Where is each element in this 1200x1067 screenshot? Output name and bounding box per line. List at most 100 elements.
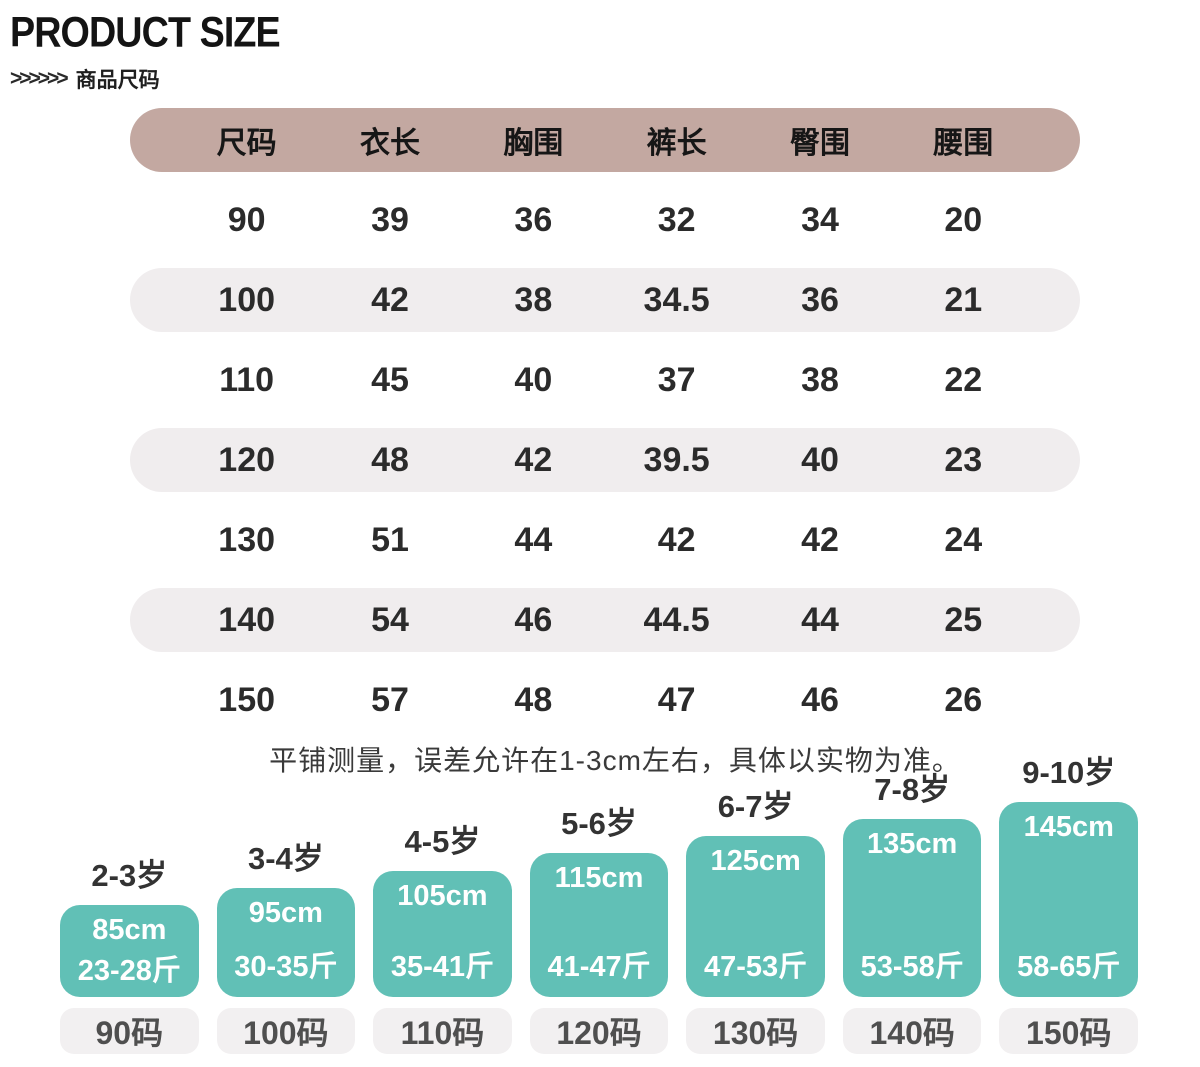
measurement-cell: 57 bbox=[371, 680, 409, 719]
size-code-pill: 100码 bbox=[216, 1008, 356, 1054]
size-table: 尺码 衣长 胸围 裤长 臀围 腰围 90 39 36 32 34 20 100 42 38 34.5 36 21… bbox=[130, 108, 1080, 732]
table-row: 90 39 36 32 34 20 bbox=[130, 188, 1080, 252]
age-range-label: 2-3岁 bbox=[91, 858, 168, 893]
table-row: 130 51 44 42 42 24 bbox=[130, 508, 1080, 572]
page-header: PRODUCT SIZE >>>>>> 商品尺码 bbox=[0, 0, 1200, 94]
height-value-label: 115cm bbox=[554, 862, 644, 894]
height-bar: 135cm 53-58斤 bbox=[842, 819, 982, 997]
page-subtitle: >>>>>> 商品尺码 bbox=[10, 64, 1200, 94]
measurement-cell: 34 bbox=[801, 200, 839, 239]
measurement-cell: 44.5 bbox=[643, 600, 710, 639]
size-table-column-header: 衣长 bbox=[359, 127, 420, 160]
size-table-column-header: 尺码 bbox=[216, 127, 277, 160]
height-bar: 145cm 58-65斤 bbox=[999, 802, 1139, 997]
weight-range-label: 53-58斤 bbox=[860, 951, 964, 983]
height-value-label: 145cm bbox=[1023, 811, 1114, 843]
measurement-cell: 40 bbox=[801, 440, 839, 479]
measurement-cell: 25 bbox=[944, 600, 983, 639]
size-table-column-header: 胸围 bbox=[503, 127, 564, 160]
size-code-cell: 130 bbox=[218, 520, 276, 559]
age-range-label: 5-6岁 bbox=[561, 806, 637, 841]
measurement-cell: 44 bbox=[801, 600, 839, 639]
measurement-cell: 54 bbox=[371, 600, 409, 639]
measurement-cell: 39 bbox=[371, 200, 409, 239]
size-code-pill: 130码 bbox=[686, 1008, 825, 1054]
measurement-cell: 42 bbox=[657, 520, 696, 559]
size-code-pill: 140码 bbox=[842, 1008, 982, 1054]
age-range-label: 9-10岁 bbox=[1022, 755, 1116, 790]
size-table-column-header: 臀围 bbox=[789, 127, 850, 160]
chart-column: 5-6岁 115cm 41-47斤 120码 bbox=[529, 798, 669, 1054]
height-value-label: 125cm bbox=[710, 845, 801, 877]
page-subtitle-label: 商品尺码 bbox=[75, 69, 160, 92]
height-bar: 95cm 30-35斤 bbox=[216, 888, 356, 997]
measurement-note: 平铺测量，误差允许在1-3cm左右，具体以实物为准。 bbox=[269, 745, 961, 776]
size-table-header-row: 尺码 衣长 胸围 裤长 臀围 腰围 bbox=[130, 108, 1080, 172]
weight-range-label: 23-28斤 bbox=[77, 955, 181, 987]
size-code-pill: 110码 bbox=[373, 1008, 512, 1054]
height-value-label: 95cm bbox=[248, 897, 323, 929]
table-row: 100 42 38 34.5 36 21 bbox=[130, 268, 1080, 332]
chart-column: 2-3岁 85cm 23-28斤 90码 bbox=[60, 850, 199, 1054]
measurement-cell: 32 bbox=[657, 200, 696, 239]
size-table-column-header: 裤长 bbox=[646, 127, 707, 160]
height-bar: 125cm 47-53斤 bbox=[686, 836, 825, 997]
size-code-cell: 140 bbox=[218, 600, 276, 639]
size-code-cell: 120 bbox=[218, 440, 276, 479]
chart-column: 9-10岁 145cm 58-65斤 150码 bbox=[999, 747, 1139, 1054]
growth-chart: 2-3岁 85cm 23-28斤 90码 3-4岁 95cm 30-35斤 100码 4-5岁 1… bbox=[60, 747, 1139, 1054]
height-value-label: 135cm bbox=[867, 828, 958, 860]
age-range-label: 3-4岁 bbox=[247, 841, 324, 876]
weight-range-label: 35-41斤 bbox=[390, 951, 495, 983]
weight-range-label: 30-35斤 bbox=[234, 951, 338, 983]
measurement-cell: 48 bbox=[514, 680, 553, 719]
chart-column: 4-5岁 105cm 35-41斤 110码 bbox=[373, 816, 512, 1054]
weight-range-label: 58-65斤 bbox=[1017, 951, 1121, 983]
size-table-column-header: 腰围 bbox=[933, 127, 994, 160]
size-code-pill: 90码 bbox=[60, 1008, 199, 1054]
measurement-cell: 46 bbox=[514, 600, 553, 639]
measurement-cell: 38 bbox=[801, 360, 839, 399]
measurement-cell: 23 bbox=[944, 440, 983, 479]
measurement-cell: 42 bbox=[514, 440, 553, 479]
measurement-cell: 20 bbox=[944, 200, 983, 239]
height-bar: 105cm 35-41斤 bbox=[373, 871, 512, 997]
measurement-cell: 47 bbox=[657, 680, 696, 719]
height-value-label: 85cm bbox=[92, 914, 167, 946]
table-row: 120 48 42 39.5 40 23 bbox=[130, 428, 1080, 492]
size-code-cell: 110 bbox=[219, 360, 275, 399]
size-table-body: 90 39 36 32 34 20 100 42 38 34.5 36 21 110 45 40 37 38 22… bbox=[130, 188, 1080, 732]
chart-column: 7-8岁 135cm 53-58斤 140码 bbox=[842, 764, 982, 1054]
weight-range-label: 47-53斤 bbox=[704, 951, 808, 983]
table-row: 110 45 40 37 38 22 bbox=[130, 348, 1080, 412]
measurement-cell: 26 bbox=[944, 680, 983, 719]
size-code-pill: 150码 bbox=[999, 1008, 1139, 1054]
age-range-label: 6-7岁 bbox=[717, 789, 794, 824]
age-range-label: 7-8岁 bbox=[874, 772, 951, 807]
measurement-cell: 36 bbox=[801, 280, 839, 319]
measurement-cell: 38 bbox=[514, 280, 553, 319]
measurement-cell: 34.5 bbox=[643, 280, 710, 319]
measurement-cell: 42 bbox=[371, 280, 409, 319]
measurement-cell: 24 bbox=[944, 520, 983, 559]
measurement-cell: 21 bbox=[944, 280, 983, 319]
size-code-cell: 90 bbox=[227, 200, 266, 239]
measurement-cell: 44 bbox=[514, 520, 553, 559]
size-code-cell: 150 bbox=[218, 680, 276, 719]
table-row: 140 54 46 44.5 44 25 bbox=[130, 588, 1080, 652]
measurement-cell: 22 bbox=[944, 360, 983, 399]
chart-column: 6-7岁 125cm 47-53斤 130码 bbox=[686, 781, 825, 1054]
measurement-cell: 37 bbox=[657, 360, 696, 399]
weight-range-label: 41-47斤 bbox=[547, 951, 651, 983]
measurement-cell: 48 bbox=[371, 440, 409, 479]
age-range-label: 4-5岁 bbox=[404, 824, 481, 859]
measurement-cell: 40 bbox=[514, 360, 553, 399]
page-title: PRODUCT SIZE bbox=[10, 8, 281, 56]
measurement-cell: 39.5 bbox=[643, 440, 710, 479]
table-row: 150 57 48 47 46 26 bbox=[130, 668, 1080, 732]
size-code-cell: 100 bbox=[218, 280, 276, 319]
measurement-cell: 42 bbox=[801, 520, 839, 559]
height-bar: 115cm 41-47斤 bbox=[529, 853, 669, 997]
size-code-pill: 120码 bbox=[529, 1008, 669, 1054]
chevrons-icon: >>>>>> bbox=[10, 67, 69, 90]
